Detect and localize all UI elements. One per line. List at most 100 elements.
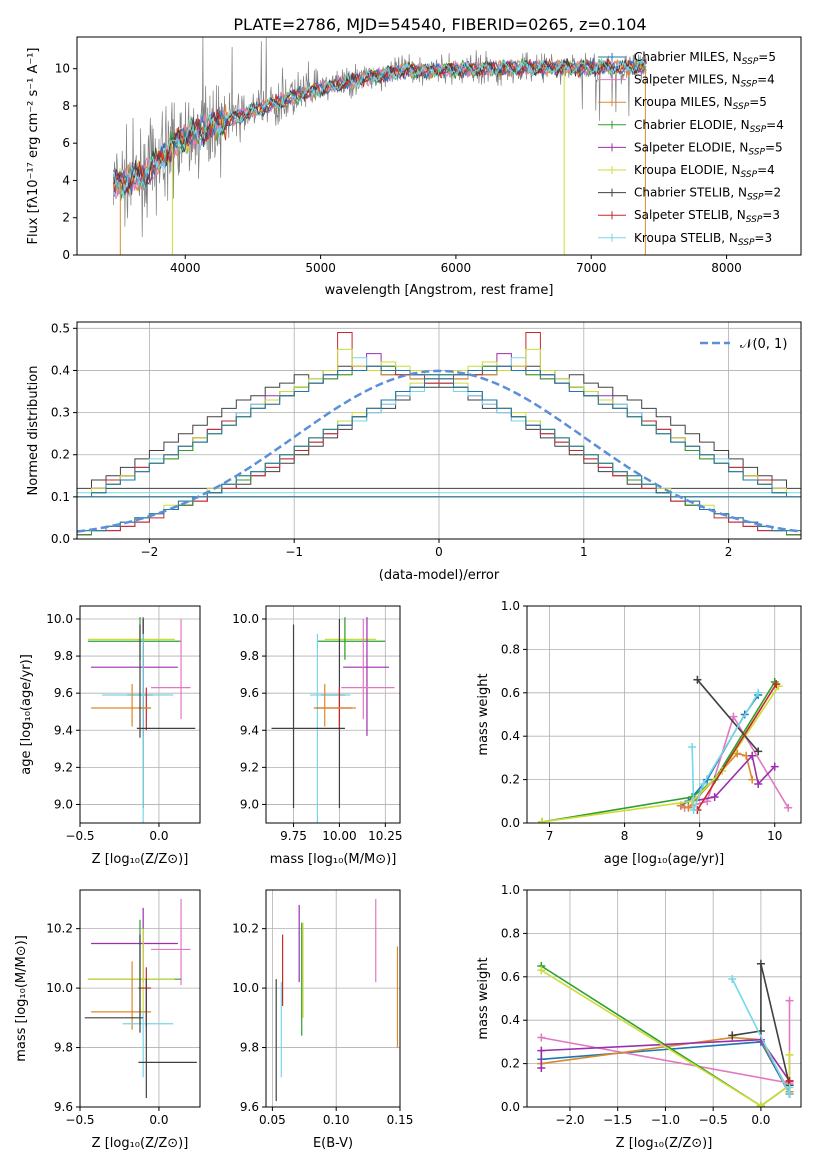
x-axis-label: Z [log₁₀(Z/Z⊙)] — [92, 1136, 189, 1151]
weight-marker — [537, 966, 546, 975]
x-tick-label: −2 — [141, 545, 159, 559]
x-tick-label: 9.75 — [280, 829, 307, 843]
y-tick-label: 10.2 — [46, 922, 73, 936]
figure-title: PLATE=2786, MJD=54540, FIBERID=0265, z=0… — [233, 15, 646, 34]
weight-line — [696, 683, 777, 811]
y-tick-label: 0.3 — [51, 406, 70, 420]
spectrum-panel: 4000 5000 6000 7000 8000 0 2 4 6 8 10 wavelength [A… — [26, 36, 802, 298]
x-axis-label: mass [log₁₀(M/M⊙)] — [270, 852, 397, 867]
y-tick-label: 0.1 — [51, 490, 70, 504]
weight-marker — [728, 1031, 737, 1040]
weight-marker — [756, 1101, 765, 1107]
age_vs_mass-plot-area — [271, 617, 395, 823]
x-axis-label: Z [log₁₀(Z/Z⊙)] — [616, 1136, 713, 1151]
legend-label: Kroupa MILES, NSSP=5 — [634, 95, 767, 112]
y-axis-label: mass weight — [476, 957, 491, 1039]
age-vs-z-panel: −0.5 0.0 9.0 9.2 9.4 9.6 9.8 10.0 Z [log₁₀(Z/Z⊙)… — [19, 605, 201, 867]
y-tick-label: 9.6 — [54, 686, 73, 700]
y-tick-label: 9.4 — [240, 723, 259, 737]
spectrum-model-line — [113, 57, 647, 199]
y-tick-label: 0.4 — [501, 729, 520, 743]
y-tick-label: 0.4 — [51, 363, 70, 377]
x-tick-label: 0 — [435, 545, 443, 559]
x-tick-label: 0.0 — [149, 1113, 168, 1127]
mass_vs_ebv-plot-area — [275, 898, 399, 1102]
x-tick-label: 0.0 — [751, 1113, 770, 1127]
legend-label: Chabrier ELODIE, NSSP=4 — [634, 118, 784, 135]
x-tick-label: 0.0 — [149, 829, 168, 843]
weight-marker — [754, 688, 763, 697]
x-tick-label: 8 — [621, 829, 629, 843]
axes-frame — [79, 605, 201, 824]
y-tick-label: 9.0 — [240, 797, 259, 811]
x-tick-label: 9 — [696, 829, 704, 843]
y-tick-label: 2 — [62, 211, 70, 225]
x-tick-label: 10.00 — [322, 829, 356, 843]
y-tick-label: 0 — [62, 248, 70, 262]
y-tick-label: 0.8 — [501, 642, 520, 656]
x-tick-label: −1.5 — [603, 1113, 632, 1127]
y-tick-label: 9.0 — [54, 797, 73, 811]
normal-curve — [77, 369, 801, 533]
x-tick-label: 0.05 — [259, 1113, 286, 1127]
x-axis-label: age [log₁₀(age/yr)] — [604, 852, 725, 867]
y-axis-label: Flux [fλ10⁻¹⁷ erg cm⁻² s⁻¹ A⁻¹] — [26, 48, 41, 245]
x-tick-label: 0.10 — [323, 1113, 350, 1127]
histogram-step-chabrier-miles — [77, 365, 801, 532]
residuals-panel: −2 −1 0 1 2 0.0 0.1 0.2 0.3 0.4 0.5 (data-model)/er… — [26, 321, 802, 583]
weight-marker — [754, 747, 763, 756]
y-tick-label: 1.0 — [501, 883, 520, 897]
x-tick-label: 1 — [580, 545, 588, 559]
residuals-plot-area — [77, 332, 801, 536]
weight-line — [691, 692, 759, 811]
legend-label: Salpeter MILES, NSSP=4 — [634, 73, 775, 90]
y-tick-label: 9.6 — [240, 1100, 259, 1114]
y-tick-label: 9.8 — [240, 1041, 259, 1055]
y-tick-label: 9.6 — [240, 686, 259, 700]
weight-marker — [785, 1083, 794, 1092]
y-tick-label: 1.0 — [501, 599, 520, 613]
y-tick-label: 0.2 — [51, 448, 70, 462]
weight-line — [692, 754, 776, 803]
axes-frame — [76, 36, 802, 256]
weight-marker — [748, 775, 757, 784]
x-axis-label: E(B-V) — [313, 1136, 353, 1151]
mass-vs-ebv-panel: 0.05 0.10 0.15 9.6 9.8 10.0 10.2 E(B-V) — [232, 889, 413, 1151]
x-tick-label: 10.25 — [368, 829, 402, 843]
axes-frame — [526, 605, 802, 824]
weight-marker — [728, 974, 737, 983]
y-tick-label: 0.0 — [51, 532, 70, 546]
x-tick-label: 6000 — [441, 261, 472, 275]
weight-line — [540, 1038, 791, 1082]
legend-label: 𝒩(0, 1) — [740, 337, 787, 352]
legend-label: Salpeter STELIB, NSSP=3 — [634, 208, 780, 225]
axes-frame — [79, 889, 201, 1108]
weight-marker — [729, 712, 738, 721]
y-tick-label: 0.2 — [501, 1057, 520, 1071]
weight-line — [541, 681, 776, 823]
mass_vs_Z-plot-area — [84, 898, 197, 1099]
weight-marker — [784, 803, 793, 812]
y-tick-label: 4 — [62, 173, 70, 187]
x-tick-label: 10 — [767, 829, 782, 843]
y-tick-label: 0.0 — [501, 816, 520, 830]
x-tick-label: 4000 — [170, 261, 201, 275]
weight-marker — [699, 779, 708, 788]
weight-marker — [537, 1063, 546, 1072]
x-axis-label: wavelength [Angstrom, rest frame] — [325, 283, 554, 298]
weight-marker — [688, 797, 697, 806]
x-axis-label: (data-model)/error — [379, 568, 500, 583]
weight-marker — [693, 675, 702, 684]
age_vs_Z-plot-area — [87, 617, 196, 823]
weight-marker — [754, 779, 763, 788]
x-tick-label: 7 — [546, 829, 554, 843]
weight-marker — [785, 996, 794, 1005]
weight-marker — [688, 743, 697, 752]
weight-marker — [756, 959, 765, 968]
y-axis-label: age [log₁₀(age/yr)] — [19, 654, 34, 775]
x-tick-label: −1.0 — [651, 1113, 680, 1127]
axes-frame — [265, 889, 401, 1108]
y-tick-label: 10.0 — [232, 981, 259, 995]
y-tick-label: 10.0 — [46, 612, 73, 626]
y-tick-label: 9.4 — [54, 723, 73, 737]
